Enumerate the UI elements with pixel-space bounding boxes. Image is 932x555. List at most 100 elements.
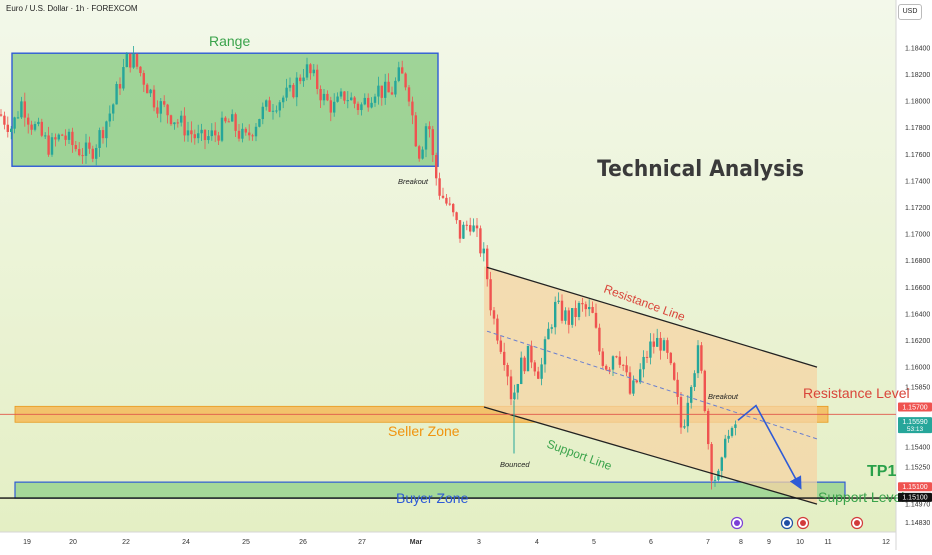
candle-body bbox=[78, 149, 81, 156]
candle bbox=[642, 350, 645, 378]
candle-body bbox=[139, 66, 142, 74]
candle bbox=[220, 111, 224, 143]
time-axis-panel[interactable] bbox=[0, 532, 896, 550]
candle-body bbox=[557, 300, 560, 302]
candle-body bbox=[679, 396, 683, 428]
candle bbox=[152, 85, 156, 112]
candle bbox=[489, 271, 492, 316]
price-axis-panel[interactable] bbox=[896, 0, 932, 550]
us-flag-icon[interactable] bbox=[796, 516, 810, 530]
candle bbox=[292, 82, 295, 99]
candle-body bbox=[166, 104, 169, 116]
candle-body bbox=[394, 80, 397, 95]
candle bbox=[339, 88, 343, 99]
candle bbox=[316, 64, 319, 95]
candle-body bbox=[431, 129, 434, 156]
candle-body bbox=[326, 93, 329, 101]
candle bbox=[115, 81, 118, 105]
candle bbox=[346, 91, 349, 109]
candle bbox=[57, 133, 60, 142]
candle-body bbox=[649, 341, 652, 358]
candle-body bbox=[336, 96, 339, 102]
candle-body bbox=[180, 115, 183, 123]
candle bbox=[78, 142, 81, 157]
candle bbox=[605, 364, 608, 371]
lightning-event-icon[interactable] bbox=[730, 516, 744, 530]
candle-body bbox=[618, 356, 621, 365]
candle bbox=[458, 220, 462, 243]
candle-body bbox=[724, 438, 727, 458]
candle-body bbox=[537, 371, 540, 379]
candle-body bbox=[254, 126, 258, 137]
candle bbox=[557, 292, 560, 305]
candle-body bbox=[203, 129, 207, 141]
candle bbox=[486, 245, 489, 287]
candle-body bbox=[54, 137, 57, 140]
candle bbox=[390, 86, 394, 96]
candle-body bbox=[183, 115, 186, 136]
candle bbox=[231, 109, 234, 122]
candle-body bbox=[305, 64, 309, 78]
candle bbox=[166, 103, 169, 124]
x-tick-label: 27 bbox=[358, 539, 366, 546]
x-tick-label: 9 bbox=[767, 539, 771, 546]
resistance-level-label: Resistance Level bbox=[803, 385, 910, 401]
eu-flag-icon[interactable] bbox=[780, 516, 794, 530]
us-flag-icon[interactable] bbox=[850, 516, 864, 530]
candle-body bbox=[509, 376, 513, 400]
candle-body bbox=[387, 81, 390, 93]
candle-body bbox=[584, 304, 587, 310]
candle-body bbox=[465, 224, 468, 226]
price-tag-countdown: 53:13 bbox=[907, 426, 924, 433]
candle bbox=[401, 60, 404, 74]
candle bbox=[673, 361, 676, 381]
candle-body bbox=[482, 248, 485, 254]
x-tick-label: 11 bbox=[824, 539, 831, 546]
candle-body bbox=[3, 115, 6, 125]
candle bbox=[200, 123, 203, 141]
candle-body bbox=[377, 85, 380, 97]
candle bbox=[455, 211, 458, 224]
x-tick-label: 6 bbox=[649, 539, 653, 546]
candle bbox=[169, 114, 173, 126]
candle bbox=[278, 100, 281, 118]
candle bbox=[571, 308, 574, 328]
y-tick-label: 1.15250 bbox=[905, 464, 930, 471]
candle-body bbox=[125, 53, 128, 68]
candle-body bbox=[353, 97, 356, 104]
candle-body bbox=[499, 340, 502, 352]
candle-body bbox=[146, 84, 149, 94]
candle bbox=[139, 66, 142, 77]
candle-body bbox=[0, 114, 3, 116]
candle bbox=[618, 351, 621, 368]
candle bbox=[656, 328, 659, 347]
candle-body bbox=[149, 89, 152, 94]
candle bbox=[3, 111, 6, 130]
candle bbox=[88, 136, 91, 154]
candle bbox=[730, 426, 734, 438]
currency-button[interactable]: USD bbox=[898, 4, 922, 20]
candle-body bbox=[152, 89, 156, 108]
breakout-label-2: Breakout bbox=[708, 392, 739, 401]
candle-body bbox=[373, 96, 377, 103]
candle-body bbox=[207, 136, 210, 141]
candle-body bbox=[479, 228, 482, 254]
candle bbox=[584, 301, 587, 317]
candle-body bbox=[244, 128, 247, 133]
candle-body bbox=[496, 318, 499, 341]
y-tick-label: 1.14970 bbox=[905, 502, 930, 509]
candle bbox=[149, 88, 152, 98]
candle bbox=[441, 187, 445, 199]
candle bbox=[567, 307, 570, 334]
x-tick-label: 26 bbox=[299, 539, 307, 546]
candle bbox=[611, 355, 615, 376]
candle bbox=[424, 123, 428, 158]
candle bbox=[540, 357, 543, 386]
candle bbox=[268, 96, 271, 113]
candle bbox=[163, 95, 166, 108]
tp1-label: TP1 bbox=[867, 463, 896, 480]
candle-body bbox=[122, 67, 125, 89]
candle-body bbox=[421, 149, 424, 159]
